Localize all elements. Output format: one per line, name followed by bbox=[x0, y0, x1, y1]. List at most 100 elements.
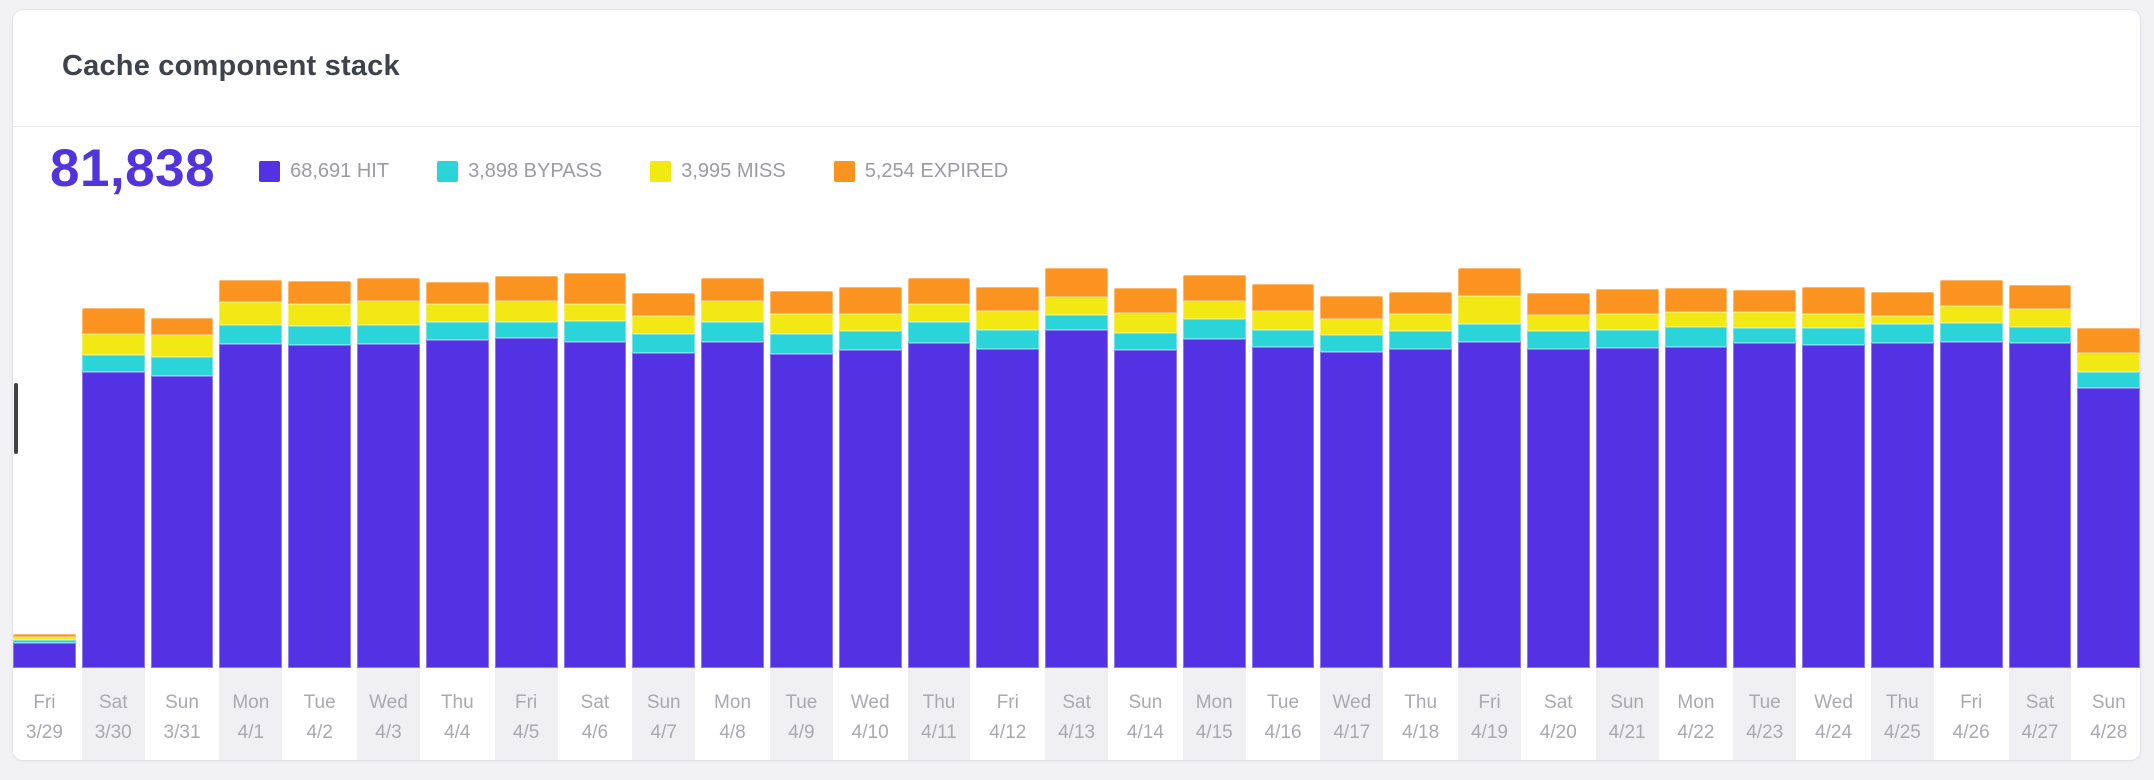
segment-miss[interactable] bbox=[13, 637, 76, 640]
segment-bypass[interactable] bbox=[1182, 319, 1246, 340]
segment-miss[interactable] bbox=[1733, 312, 1797, 328]
segment-miss[interactable] bbox=[563, 303, 627, 322]
segment-hit[interactable] bbox=[701, 341, 764, 668]
segment-miss[interactable] bbox=[632, 315, 696, 334]
segment-bypass[interactable] bbox=[2077, 371, 2140, 388]
segment-miss[interactable] bbox=[357, 301, 420, 326]
bar-4-26[interactable] bbox=[1939, 210, 2003, 668]
segment-bypass[interactable] bbox=[907, 321, 971, 344]
segment-hit[interactable] bbox=[1733, 342, 1797, 668]
segment-miss[interactable] bbox=[1664, 312, 1728, 327]
segment-miss[interactable] bbox=[1526, 314, 1590, 332]
segment-expired[interactable] bbox=[494, 276, 558, 301]
bar-3-29[interactable] bbox=[13, 210, 76, 668]
bar-4-25[interactable] bbox=[1870, 210, 1934, 668]
segment-hit[interactable] bbox=[976, 348, 1040, 668]
scrollbar-handle[interactable] bbox=[14, 383, 18, 454]
bar-4-3[interactable] bbox=[357, 210, 420, 668]
segment-bypass[interactable] bbox=[1939, 323, 2003, 342]
bar-4-1[interactable] bbox=[219, 210, 283, 668]
segment-miss[interactable] bbox=[1458, 296, 1521, 325]
segment-bypass[interactable] bbox=[288, 326, 352, 346]
segment-hit[interactable] bbox=[1045, 329, 1108, 668]
segment-expired[interactable] bbox=[563, 273, 627, 304]
segment-expired[interactable] bbox=[81, 307, 145, 334]
segment-hit[interactable] bbox=[1526, 348, 1590, 668]
bar-3-31[interactable] bbox=[150, 210, 214, 668]
segment-hit[interactable] bbox=[81, 371, 145, 668]
segment-miss[interactable] bbox=[1182, 300, 1246, 320]
segment-bypass[interactable] bbox=[494, 321, 558, 339]
segment-expired[interactable] bbox=[838, 286, 902, 314]
segment-hit[interactable] bbox=[1939, 341, 2003, 668]
bar-4-9[interactable] bbox=[769, 210, 833, 668]
segment-bypass[interactable] bbox=[1320, 335, 1384, 352]
segment-hit[interactable] bbox=[1114, 349, 1177, 668]
segment-hit[interactable] bbox=[1389, 348, 1453, 668]
segment-miss[interactable] bbox=[769, 313, 833, 334]
segment-expired[interactable] bbox=[907, 277, 971, 304]
segment-expired[interactable] bbox=[701, 277, 764, 301]
bar-4-4[interactable] bbox=[425, 210, 489, 668]
segment-expired[interactable] bbox=[1939, 280, 2003, 307]
segment-hit[interactable] bbox=[494, 338, 558, 668]
segment-miss[interactable] bbox=[1389, 314, 1453, 332]
segment-bypass[interactable] bbox=[1526, 331, 1590, 349]
segment-expired[interactable] bbox=[1045, 268, 1108, 297]
bar-4-7[interactable] bbox=[632, 210, 696, 668]
segment-bypass[interactable] bbox=[632, 333, 696, 353]
segment-bypass[interactable] bbox=[976, 329, 1040, 349]
segment-bypass[interactable] bbox=[1114, 333, 1177, 350]
segment-expired[interactable] bbox=[1389, 291, 1453, 315]
segment-expired[interactable] bbox=[1114, 287, 1177, 314]
segment-hit[interactable] bbox=[357, 344, 420, 668]
segment-miss[interactable] bbox=[288, 304, 352, 327]
segment-expired[interactable] bbox=[1182, 275, 1246, 301]
segment-expired[interactable] bbox=[976, 287, 1040, 311]
segment-bypass[interactable] bbox=[1733, 327, 1797, 343]
segment-bypass[interactable] bbox=[2008, 327, 2072, 344]
segment-expired[interactable] bbox=[357, 277, 420, 302]
segment-miss[interactable] bbox=[2008, 308, 2072, 328]
bar-4-6[interactable] bbox=[563, 210, 627, 668]
segment-expired[interactable] bbox=[1733, 289, 1797, 313]
segment-hit[interactable] bbox=[219, 344, 283, 668]
segment-hit[interactable] bbox=[1595, 347, 1659, 668]
segment-bypass[interactable] bbox=[1045, 314, 1108, 330]
segment-hit[interactable] bbox=[1458, 341, 1521, 668]
segment-hit[interactable] bbox=[1664, 346, 1728, 668]
segment-bypass[interactable] bbox=[838, 331, 902, 351]
bar-4-20[interactable] bbox=[1526, 210, 1590, 668]
segment-bypass[interactable] bbox=[1595, 330, 1659, 348]
segment-expired[interactable] bbox=[2008, 284, 2072, 309]
segment-expired[interactable] bbox=[632, 293, 696, 316]
segment-expired[interactable] bbox=[1320, 296, 1384, 320]
segment-bypass[interactable] bbox=[425, 321, 489, 341]
bar-4-22[interactable] bbox=[1664, 210, 1728, 668]
segment-miss[interactable] bbox=[1114, 313, 1177, 333]
bar-4-19[interactable] bbox=[1458, 210, 1521, 668]
segment-hit[interactable] bbox=[150, 375, 214, 668]
segment-bypass[interactable] bbox=[1664, 326, 1728, 347]
segment-bypass[interactable] bbox=[219, 325, 283, 345]
segment-hit[interactable] bbox=[425, 340, 489, 668]
bar-4-13[interactable] bbox=[1045, 210, 1108, 668]
bar-4-18[interactable] bbox=[1389, 210, 1453, 668]
segment-hit[interactable] bbox=[632, 352, 696, 668]
bar-4-8[interactable] bbox=[701, 210, 764, 668]
segment-expired[interactable] bbox=[1526, 293, 1590, 315]
segment-miss[interactable] bbox=[907, 303, 971, 322]
segment-miss[interactable] bbox=[150, 335, 214, 357]
segment-hit[interactable] bbox=[2077, 387, 2140, 668]
segment-miss[interactable] bbox=[838, 313, 902, 332]
bar-4-12[interactable] bbox=[976, 210, 1040, 668]
segment-hit[interactable] bbox=[907, 343, 971, 668]
segment-hit[interactable] bbox=[1802, 345, 1865, 668]
segment-hit[interactable] bbox=[769, 353, 833, 668]
segment-miss[interactable] bbox=[494, 300, 558, 322]
segment-expired[interactable] bbox=[219, 280, 283, 303]
segment-hit[interactable] bbox=[2008, 343, 2072, 668]
segment-expired[interactable] bbox=[1802, 287, 1865, 315]
segment-miss[interactable] bbox=[1802, 314, 1865, 328]
bar-4-5[interactable] bbox=[494, 210, 558, 668]
